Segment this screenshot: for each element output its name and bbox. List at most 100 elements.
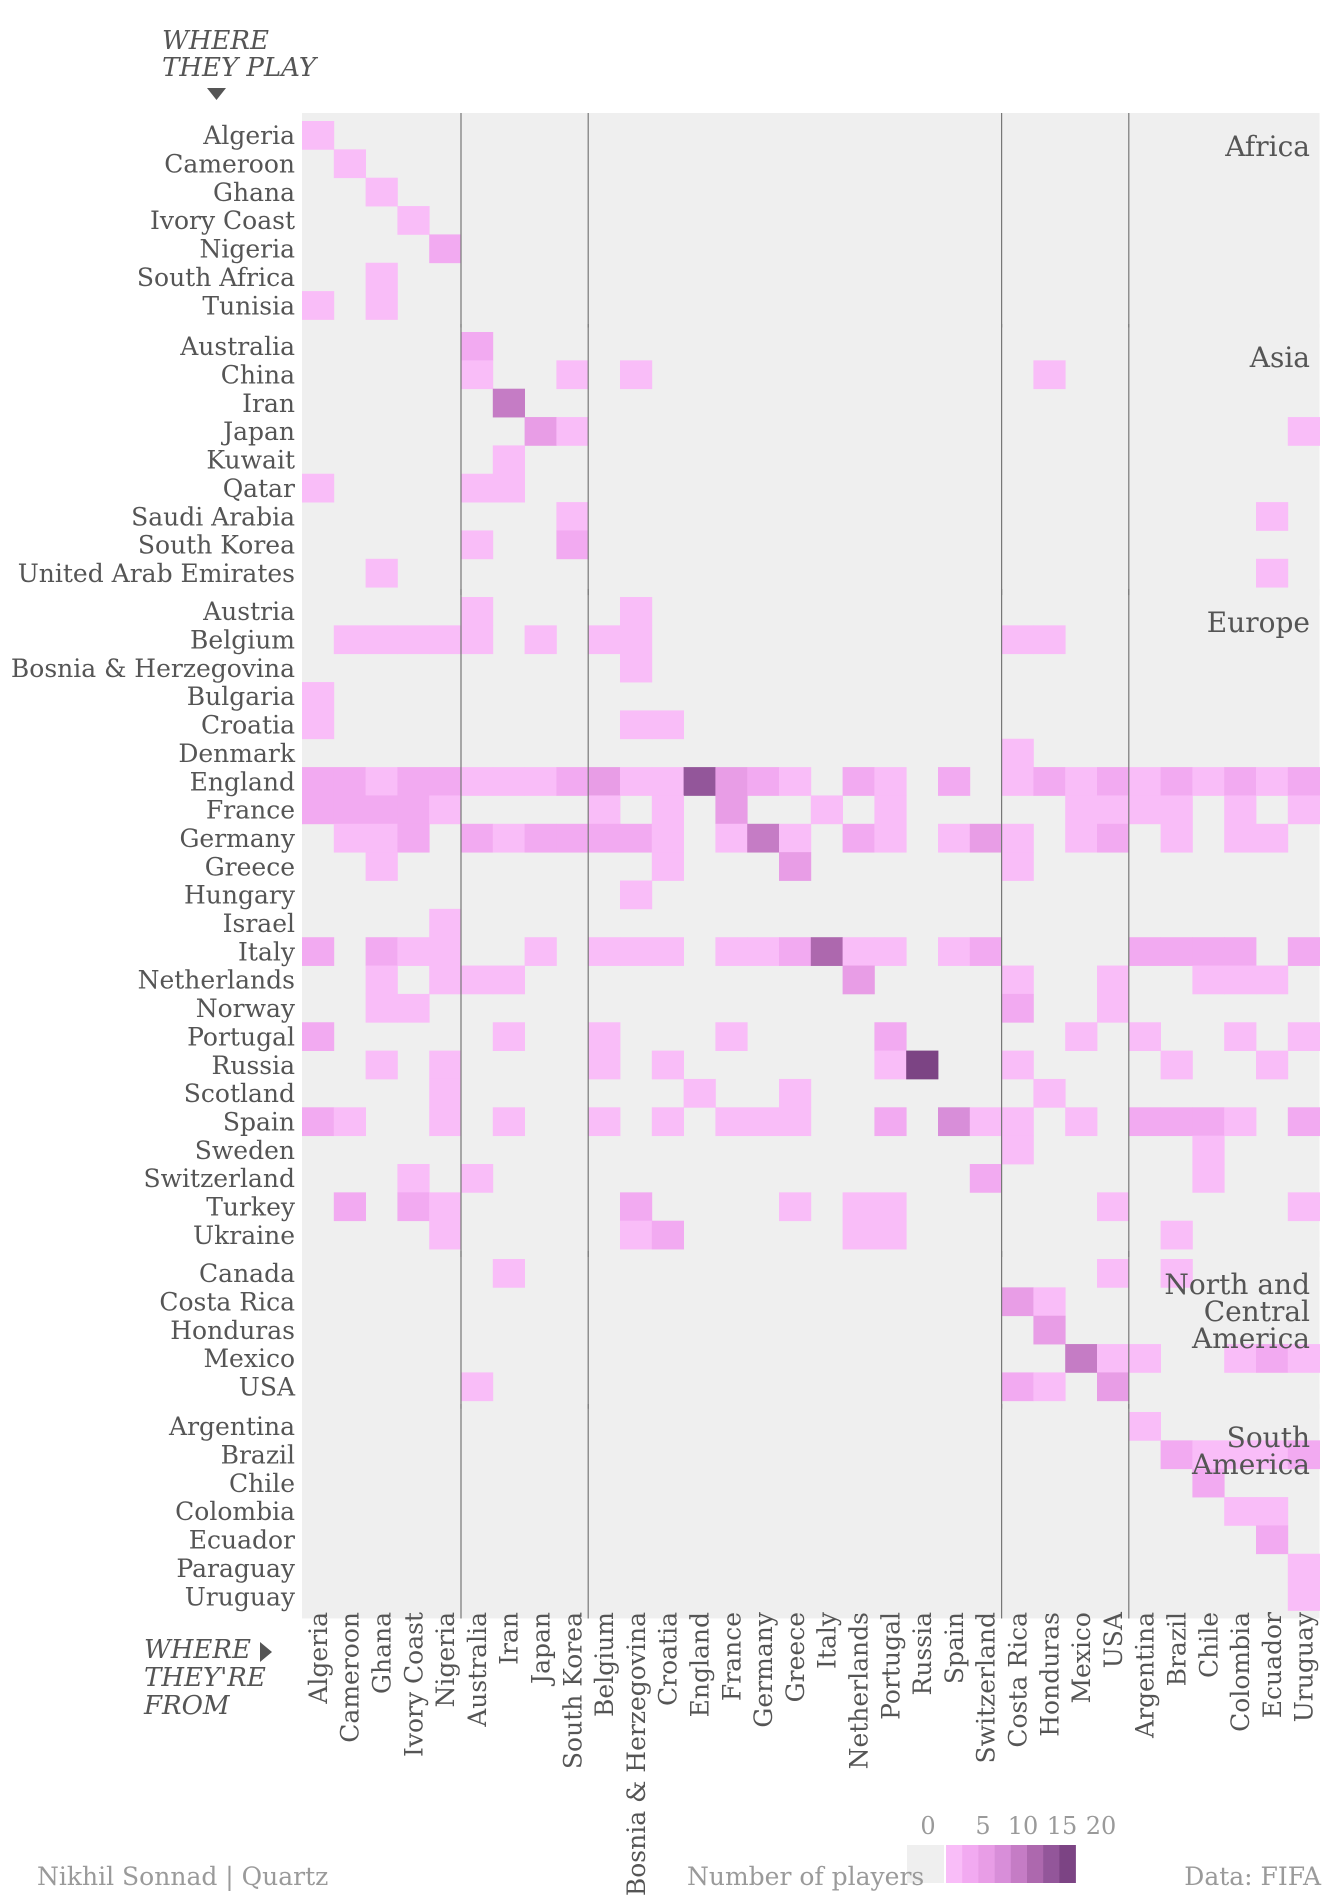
heatmap-cell [302,682,335,711]
row-label: Cameroon [164,150,295,179]
heatmap-cell [1256,1525,1289,1555]
region-dividers [460,113,1130,1619]
heatmap-cell [874,767,907,796]
heatmap-cell [524,823,557,853]
heatmap-cell [1256,1440,1289,1470]
row-label: Australia [179,332,295,361]
heatmap-cell [1224,795,1257,825]
heatmap-cell [1128,1412,1161,1441]
heatmap-cell [461,530,494,560]
column-label: Brazil [1163,1612,1192,1686]
heatmap-cell [1256,767,1289,796]
heatmap-cell [492,767,525,796]
heatmap-cell [1033,767,1066,796]
heatmap-cell [938,937,971,966]
row-label: Austria [202,597,295,626]
row-label: Paraguay [176,1554,295,1583]
row-label: Brazil [221,1441,295,1470]
heatmap-cell [1128,1022,1161,1051]
heatmap-cell [588,1050,621,1080]
row-axis-arrow-icon [207,88,226,100]
legend-swatch [1059,1845,1076,1883]
row-label: Ecuador [189,1526,295,1555]
heatmap-cell [874,1107,907,1137]
heatmap-cell [461,625,494,655]
heatmap-cell [397,1192,430,1222]
row-label: Spain [223,1107,295,1136]
heatmap-cell [588,1107,621,1137]
heatmap-cell [1097,965,1130,995]
group-label: Central [1204,1295,1310,1328]
heatmap-cell [1160,1220,1193,1250]
heatmap-cell [938,767,971,796]
heatmap-cell [1097,1259,1130,1288]
heatmap-cell [302,473,335,503]
row-label: England [190,767,295,796]
column-label: Ghana [368,1612,397,1694]
heatmap-cell [620,1192,653,1222]
heatmap-cell [1065,767,1098,796]
heatmap-cell [365,262,398,292]
column-label: Japan [527,1612,556,1687]
column-label: Russia [908,1612,937,1696]
heatmap-cell [302,795,335,825]
legend-tick: 0 [920,1812,935,1840]
heatmap-cell [524,625,557,655]
group-label: Europe [1207,606,1310,639]
col-axis-title: FROM [143,1691,231,1721]
heatmap-cell [906,1050,939,1080]
heatmap-cell [1097,1372,1130,1402]
heatmap-cell [651,823,684,853]
column-label: Italy [813,1611,842,1669]
heatmap-cell [1224,1440,1257,1470]
row-label: Russia [212,1051,296,1080]
heatmap-cell [779,1107,812,1137]
row-label: Switzerland [144,1164,296,1193]
heatmap-cell [365,1050,398,1080]
group-panel [302,113,1320,328]
heatmap-cell [1001,852,1034,881]
heatmap-cell [1001,1135,1034,1165]
heatmap-cell [429,625,462,655]
heatmap-cell [1033,360,1066,390]
row-label: Belgium [190,626,295,655]
heatmap-cell [1065,795,1098,825]
heatmap-cell [620,625,653,655]
heatmap-cell [1287,767,1320,796]
column-label: Spain [940,1612,969,1684]
heatmap-cell [461,965,494,995]
heatmap-cell [556,360,589,390]
heatmap-cell [779,937,812,966]
heatmap-cell [556,767,589,796]
row-label: Uruguay [185,1582,296,1611]
heatmap-cell [492,1259,525,1288]
heatmap-cell [429,795,462,825]
heatmap-cell [1192,1440,1225,1470]
row-label: Bosnia & Herzegovina [11,654,295,683]
heatmap-cell [779,1078,812,1108]
heatmap-cell [747,1107,780,1137]
legend-tick: 10 [1008,1812,1039,1840]
heatmap-cell [747,937,780,966]
heatmap-cell [1287,1440,1320,1470]
heatmap-cell [1224,1022,1257,1051]
heatmap-cell [1128,1107,1161,1137]
row-label: Qatar [223,474,295,503]
heatmap-cell [874,1050,907,1080]
heatmap-cell [556,417,589,446]
heatmap-cell [1001,1107,1034,1137]
heatmap-cell [1160,1107,1193,1137]
heatmap-cell [365,558,398,588]
row-axis-title: WHERE [162,26,269,56]
heatmap-cell [461,823,494,853]
row-label: Greece [205,852,295,881]
heatmap-cell [333,625,366,655]
heatmap-cell [1128,767,1161,796]
legend-tick: 15 [1047,1812,1078,1840]
heatmap-cell [1001,1050,1034,1080]
heatmap-cell [365,852,398,881]
legend-swatch [994,1845,1012,1883]
heatmap-cell [874,795,907,825]
heatmap-cell [620,937,653,966]
row-label: Iran [242,389,295,418]
